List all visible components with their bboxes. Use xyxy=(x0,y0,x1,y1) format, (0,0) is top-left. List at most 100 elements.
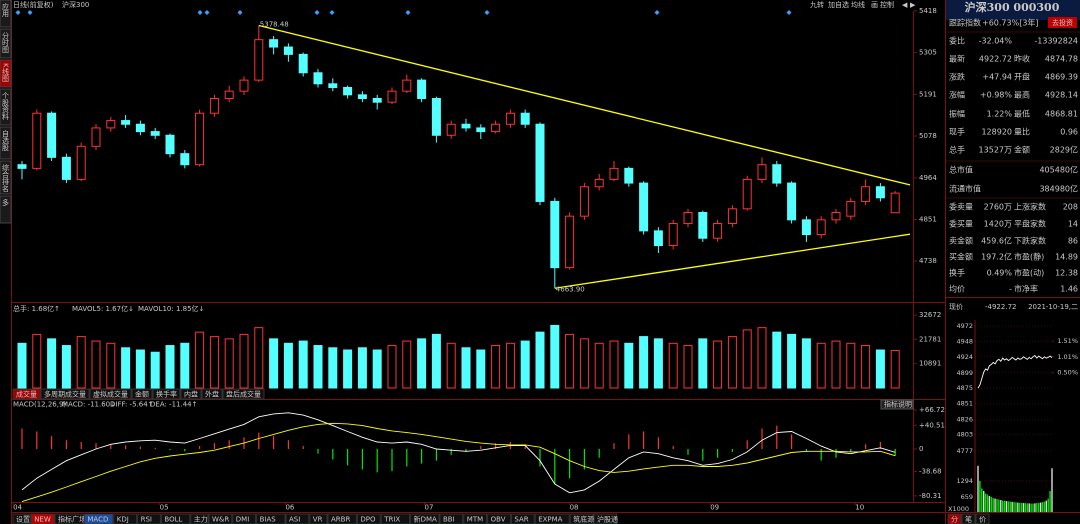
sidebar-tab-label: 应用 xyxy=(2,2,10,18)
indicator-tab[interactable] xyxy=(54,513,84,524)
indicator-tab[interactable] xyxy=(232,513,257,524)
volume-bar xyxy=(535,331,545,389)
event-marker[interactable] xyxy=(484,10,490,15)
quote-label: 委买量 xyxy=(949,219,973,229)
quote-value: +47.94 xyxy=(982,73,1012,82)
volume-bar xyxy=(47,338,57,389)
y-tick-label: 4964 xyxy=(919,174,937,182)
toolbar-button[interactable]: 画 xyxy=(871,1,878,9)
sidebar-tab[interactable] xyxy=(0,28,12,59)
quote-value: 4928.14 xyxy=(1045,91,1078,100)
sidebar-tab[interactable] xyxy=(0,195,12,224)
prev-arrow[interactable]: ◀ xyxy=(902,1,908,9)
indicator-tab[interactable] xyxy=(256,513,286,524)
pct-tick-label: 0.50% xyxy=(1057,369,1078,377)
indicator-tab[interactable] xyxy=(12,513,31,524)
volume-tab[interactable] xyxy=(152,388,181,400)
volume-tab[interactable] xyxy=(12,388,41,400)
volume-tab[interactable] xyxy=(222,388,265,400)
event-marker[interactable] xyxy=(405,10,411,15)
indicator-tab[interactable] xyxy=(487,513,511,524)
volume-tab[interactable] xyxy=(201,388,223,400)
indicator-tab[interactable] xyxy=(83,513,114,524)
intraday-tab[interactable] xyxy=(961,513,976,524)
y-tick-label: -38.68 xyxy=(919,468,942,476)
indicator-tab[interactable] xyxy=(327,513,357,524)
indicator-tab[interactable] xyxy=(190,513,209,524)
volume-bar xyxy=(372,349,382,389)
volume-tab[interactable] xyxy=(180,388,202,400)
volume-tab[interactable] xyxy=(89,388,132,400)
event-marker[interactable] xyxy=(786,10,792,15)
indicator-tab-label: EXPMA xyxy=(538,516,562,524)
y-tick-label: 0 xyxy=(919,445,923,453)
y-tick-label: 4948 xyxy=(956,337,973,345)
intraday-tab[interactable] xyxy=(947,513,962,524)
invest-button-label: 去投资 xyxy=(1052,18,1073,27)
y-tick-label: 4875 xyxy=(956,384,973,392)
toolbar-button[interactable]: 均线 xyxy=(851,0,865,9)
event-marker[interactable] xyxy=(27,10,33,15)
toolbar-button[interactable]: 控制 xyxy=(880,0,894,9)
candle-body xyxy=(579,186,589,217)
invest-button[interactable] xyxy=(1048,17,1077,28)
indicator-tab[interactable] xyxy=(593,513,618,524)
volume-tab[interactable] xyxy=(131,388,153,400)
indicator-tab[interactable] xyxy=(356,513,381,524)
volume-bar xyxy=(624,342,634,389)
quote-value: 1.46 xyxy=(1060,285,1078,294)
indicator-tab[interactable] xyxy=(439,513,464,524)
candle-body xyxy=(698,211,708,239)
event-marker[interactable] xyxy=(204,10,210,15)
candle-body xyxy=(343,86,353,96)
indicator-tab-label: TRIX xyxy=(383,516,400,524)
indicator-tab[interactable] xyxy=(410,513,440,524)
indicator-tab[interactable] xyxy=(113,513,138,524)
volume-bar xyxy=(520,340,530,389)
event-marker[interactable] xyxy=(314,10,320,15)
event-marker[interactable] xyxy=(329,10,335,15)
intraday-tab[interactable] xyxy=(975,513,990,524)
sidebar-tab[interactable] xyxy=(0,88,12,126)
next-arrow[interactable]: ▶ xyxy=(910,1,916,9)
indicator-tab[interactable] xyxy=(510,513,535,524)
event-marker[interactable] xyxy=(15,10,21,15)
candle-body xyxy=(565,215,575,269)
toolbar-button[interactable]: 加自选 xyxy=(828,0,849,9)
indicator-tab[interactable] xyxy=(30,513,55,524)
quote-label: 市净率 xyxy=(1014,284,1038,294)
indicator-tab[interactable] xyxy=(137,513,161,524)
indicator-tab-label: BIAS xyxy=(260,516,277,524)
indicator-tab[interactable] xyxy=(463,513,488,524)
sidebar-tab[interactable] xyxy=(0,160,12,195)
indicator-tab[interactable] xyxy=(160,513,191,524)
indicator-tab[interactable] xyxy=(309,513,328,524)
toolbar-button[interactable]: 九转 xyxy=(810,0,824,9)
volume-bar xyxy=(313,345,323,389)
sidebar-tab[interactable] xyxy=(0,126,12,160)
event-marker[interactable] xyxy=(197,10,203,15)
indicator-tab[interactable] xyxy=(534,513,570,524)
volume-bar xyxy=(861,345,871,389)
y-tick-label: 4972 xyxy=(956,322,973,330)
volume-bar xyxy=(328,347,338,389)
indicator-tab[interactable] xyxy=(380,513,411,524)
indicator-tab[interactable] xyxy=(208,513,233,524)
event-marker[interactable] xyxy=(237,10,243,15)
sidebar-tab[interactable] xyxy=(0,59,12,88)
indicator-tab[interactable] xyxy=(285,513,310,524)
indicator-tab[interactable] xyxy=(569,513,594,524)
quote-label: 最低 xyxy=(1014,109,1030,119)
volume-bar xyxy=(787,333,797,389)
indicator-help-button[interactable] xyxy=(880,399,914,410)
sidebar-tab[interactable] xyxy=(0,0,12,28)
candle-body xyxy=(106,120,116,129)
candle-body xyxy=(831,211,841,221)
volume-bar xyxy=(565,333,575,389)
sidebar-tab-label: 分时图 xyxy=(2,31,10,54)
candle-body xyxy=(594,178,604,188)
indicator-tab-label: 新DMA xyxy=(414,515,437,524)
volume-tab[interactable] xyxy=(40,388,90,400)
event-marker[interactable] xyxy=(654,10,660,15)
x-tick-label: 10 xyxy=(855,504,864,512)
